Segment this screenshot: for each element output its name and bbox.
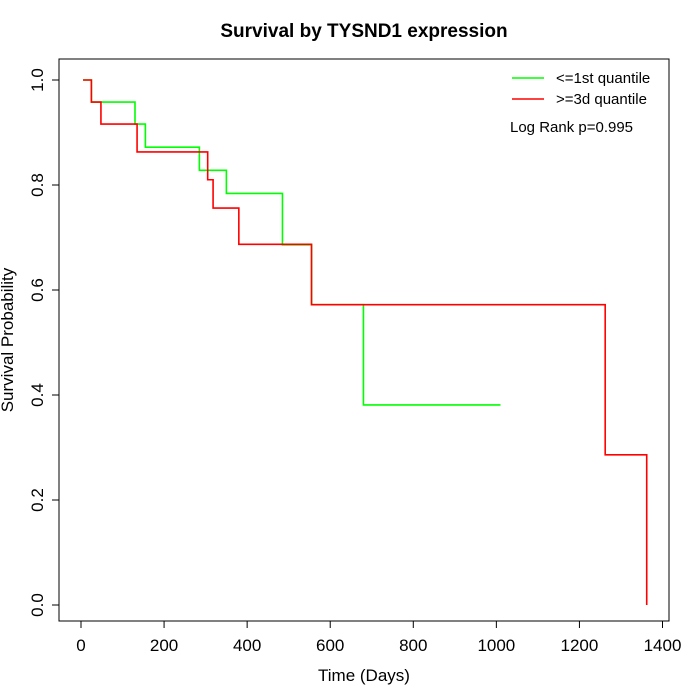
x-tick-label: 200 <box>150 636 178 655</box>
x-axis: 0 200 400 600 800 1000 1200 1400 <box>76 620 682 655</box>
y-tick-label: 0.2 <box>28 488 47 512</box>
x-tick-label: 600 <box>316 636 344 655</box>
y-tick-label: 0.6 <box>28 278 47 302</box>
x-tick-label: 1200 <box>561 636 599 655</box>
legend-label-0: <=1st quantile <box>556 70 650 87</box>
x-tick-label: 1000 <box>477 636 515 655</box>
x-tick-label: 400 <box>233 636 261 655</box>
y-tick-label: 0.4 <box>28 383 47 407</box>
y-axis: 0.0 0.2 0.4 0.6 0.8 1.0 <box>28 68 60 617</box>
chart-title: Survival by TYSND1 expression <box>220 21 507 42</box>
legend-label-1: >=3d quantile <box>556 91 647 108</box>
log-rank-annotation: Log Rank p=0.995 <box>510 119 633 136</box>
y-tick-label: 0.0 <box>28 593 47 617</box>
x-tick-label: 800 <box>399 636 427 655</box>
series-line-0 <box>83 79 501 406</box>
series-layer <box>83 79 648 605</box>
legend: <=1st quantile >=3d quantile <box>512 70 650 108</box>
y-axis-label: Survival Probability <box>0 267 17 412</box>
x-axis-label: Time (Days) <box>318 666 410 685</box>
y-tick-label: 0.8 <box>28 173 47 197</box>
series-line-1 <box>83 79 648 605</box>
x-tick-label: 1400 <box>644 636 682 655</box>
y-tick-label: 1.0 <box>28 68 47 92</box>
x-tick-label: 0 <box>76 636 85 655</box>
